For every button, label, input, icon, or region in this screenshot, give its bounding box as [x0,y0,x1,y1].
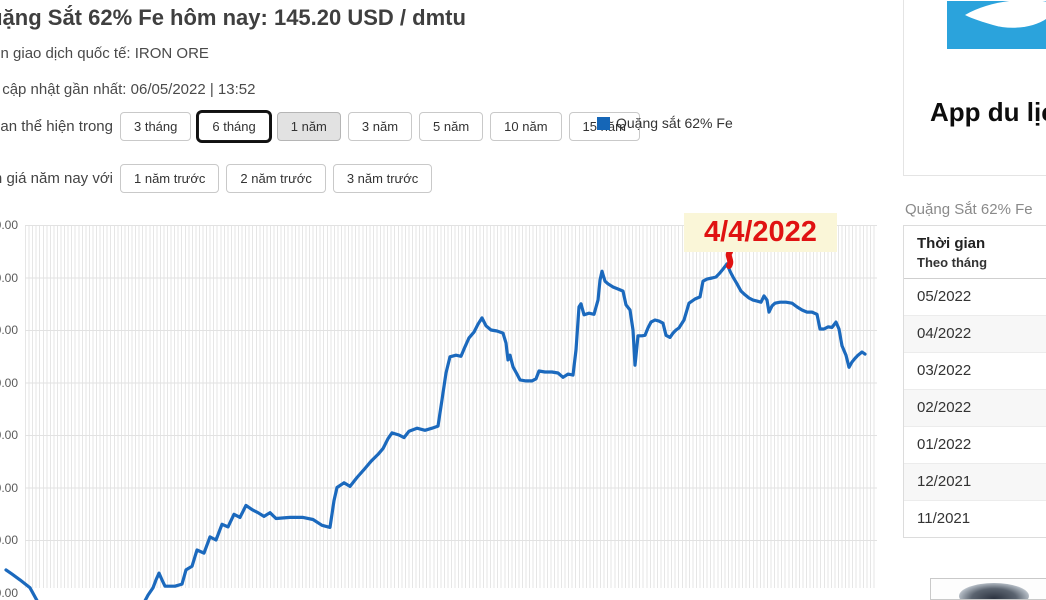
table-row[interactable]: 02/2022 [904,389,1046,426]
compare-button-1-năm-trước[interactable]: 1 năm trước [120,164,220,193]
chart-gridlines [25,225,877,588]
price-line-series [4,262,867,600]
period-button-6-tháng[interactable]: 6 tháng [198,112,270,141]
app-logo [947,1,1046,49]
app-box-label: App du lịch [930,97,1046,127]
table-header: Thời gian Theo tháng [904,226,1046,279]
sidebar-partial-image [930,578,1046,600]
y-tick-label: 170.00 [0,218,18,232]
period-button-group: 3 tháng 6 tháng 1 năm 3 năm 5 năm 10 năm 15 nă… [120,112,640,141]
compare-button-3-năm-trước[interactable]: 3 năm trước [332,164,433,193]
table-row[interactable]: 05/2022 [917,288,972,305]
table-row[interactable]: 03/2022 [904,352,1046,389]
legend-color-swatch [597,116,610,130]
table-header-subtitle: Theo tháng [917,255,988,270]
period-button-3-tháng[interactable]: 3 tháng [120,112,192,141]
period-button-5-năm[interactable]: 5 năm [419,112,484,141]
date-annotation-text: 4/4/2022 [704,216,817,248]
page-title: Quặng Sắt 62% Fe hôm nay: 145.20 USD / d… [0,5,466,30]
y-tick-label: 130.00 [0,428,18,442]
period-label: Thời gian thể hiện trong: [0,118,113,135]
period-button-1-năm[interactable]: 1 năm [276,112,341,141]
compare-button-2-năm-trước[interactable]: 2 năm trước [226,164,326,193]
legend-label: Quặng sắt 62% Fe [616,115,733,131]
last-update-text: Lần cập nhật gần nhất: 06/05/2022 | 13:5… [0,81,256,98]
period-button-10-năm[interactable]: 10 năm [490,112,562,141]
table-row[interactable]: 04/2022 [904,315,1046,352]
partial-image-content [959,583,1029,599]
y-tick-label: 150.00 [0,323,18,337]
table-row[interactable]: 01/2022 [904,426,1046,463]
chart-legend: Quặng sắt 62% Fe [597,115,733,131]
period-button-3-năm[interactable]: 3 năm [347,112,413,141]
y-tick-label: 140.00 [0,375,18,390]
table-header-title: Thời gian [917,235,986,252]
monthly-price-table: Thời gian Theo tháng 05/2022 04/2022 03/20… [903,225,1046,538]
table-row[interactable]: 12/2021 [904,463,1046,500]
y-tick-label: 120.00 [0,480,18,495]
annotation-pen-mark [725,249,734,269]
table-body: 05/2022 04/2022 03/2022 02/2022 01/2022 12/20… [904,279,1046,537]
sidebar-table-title: Quặng Sắt 62% Fe [905,201,1033,218]
y-tick-label: 160.00 [0,270,18,285]
price-line-chart[interactable] [0,225,880,600]
compare-button-group: 1 năm trước 2 năm trước 3 năm trước [120,164,433,193]
y-tick-label: 110.00 [0,533,18,547]
table-row[interactable]: 11/2021 [904,500,1046,537]
trade-name-subtitle: Tên giao dịch quốc tế: IRON ORE [0,45,209,62]
sidebar-app-box[interactable]: App du lịch [903,0,1046,176]
compare-label: So sánh giá năm nay với: [0,170,113,187]
date-annotation: 4/4/2022 [684,213,837,252]
